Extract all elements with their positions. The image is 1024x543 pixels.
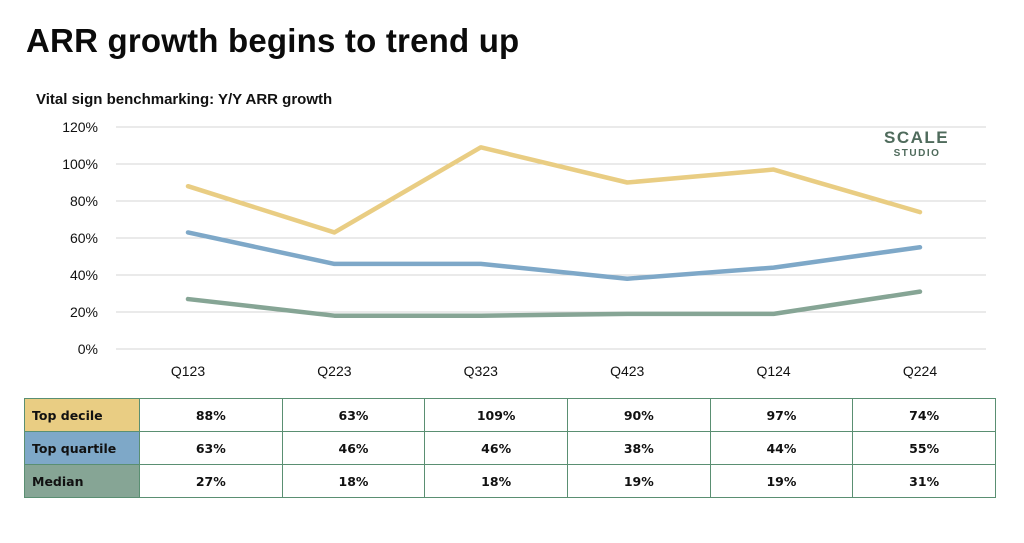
series-line-top-quartile bbox=[185, 230, 923, 281]
y-tick-labels: 0% 20% 40% 60% 80% 100% 120% bbox=[62, 119, 98, 357]
chart-subtitle: Vital sign benchmarking: Y/Y ARR growth bbox=[36, 91, 333, 108]
data-label: 44% bbox=[709, 431, 854, 465]
table-row: Median 27% 18% 18% 19% 19% 31% bbox=[24, 464, 996, 498]
x-tick-label: Q123 bbox=[171, 363, 205, 379]
y-tick-label: 100% bbox=[62, 156, 98, 172]
x-tick-label: Q223 bbox=[317, 363, 351, 379]
x-tick-label: Q423 bbox=[610, 363, 644, 379]
data-label: 27% bbox=[139, 464, 283, 498]
table-row: Top decile 88% 63% 109% 90% 97% 74% bbox=[24, 398, 996, 432]
y-tick-label: 20% bbox=[70, 304, 98, 320]
series-lines bbox=[185, 145, 923, 318]
series-line-median bbox=[185, 289, 923, 318]
x-tick-label: Q124 bbox=[756, 363, 790, 379]
y-tick-label: 60% bbox=[70, 230, 98, 246]
logo-line-2: STUDIO bbox=[893, 148, 941, 159]
y-tick-label: 40% bbox=[70, 267, 98, 283]
x-tick-label: Q224 bbox=[903, 363, 937, 379]
data-label: 90% bbox=[566, 398, 711, 432]
data-table: Top decile 88% 63% 109% 90% 97% 74% Top quartil… bbox=[24, 398, 996, 498]
y-tick-label: 80% bbox=[70, 193, 98, 209]
data-label: 63% bbox=[139, 431, 283, 465]
data-label: 109% bbox=[424, 398, 568, 432]
series-label: Median bbox=[24, 464, 140, 498]
series-line-top-decile bbox=[185, 145, 923, 235]
data-label: 74% bbox=[852, 398, 996, 432]
series-label: Top decile bbox=[24, 398, 140, 432]
data-label: 88% bbox=[139, 398, 283, 432]
table-row: Top quartile 63% 46% 46% 38% 44% 55% bbox=[24, 431, 996, 465]
y-tick-label: 120% bbox=[62, 119, 98, 135]
logo-line-1: SCALE bbox=[884, 128, 950, 147]
x-tick-label: Q323 bbox=[464, 363, 498, 379]
data-label: 97% bbox=[709, 398, 854, 432]
page-title: ARR growth begins to trend up bbox=[26, 22, 520, 59]
data-label: 55% bbox=[852, 431, 996, 465]
data-label: 19% bbox=[566, 464, 711, 498]
data-label: 46% bbox=[424, 431, 568, 465]
series-label: Top quartile bbox=[24, 431, 140, 465]
data-label: 46% bbox=[281, 431, 426, 465]
data-label: 38% bbox=[566, 431, 711, 465]
data-label: 19% bbox=[709, 464, 854, 498]
data-label: 63% bbox=[281, 398, 426, 432]
data-label: 31% bbox=[852, 464, 996, 498]
data-label: 18% bbox=[424, 464, 568, 498]
y-tick-label: 0% bbox=[78, 341, 98, 357]
x-tick-labels: Q123 Q223 Q323 Q423 Q124 Q224 bbox=[171, 363, 937, 379]
data-label: 18% bbox=[281, 464, 426, 498]
scale-studio-logo: SCALE STUDIO bbox=[884, 128, 950, 159]
